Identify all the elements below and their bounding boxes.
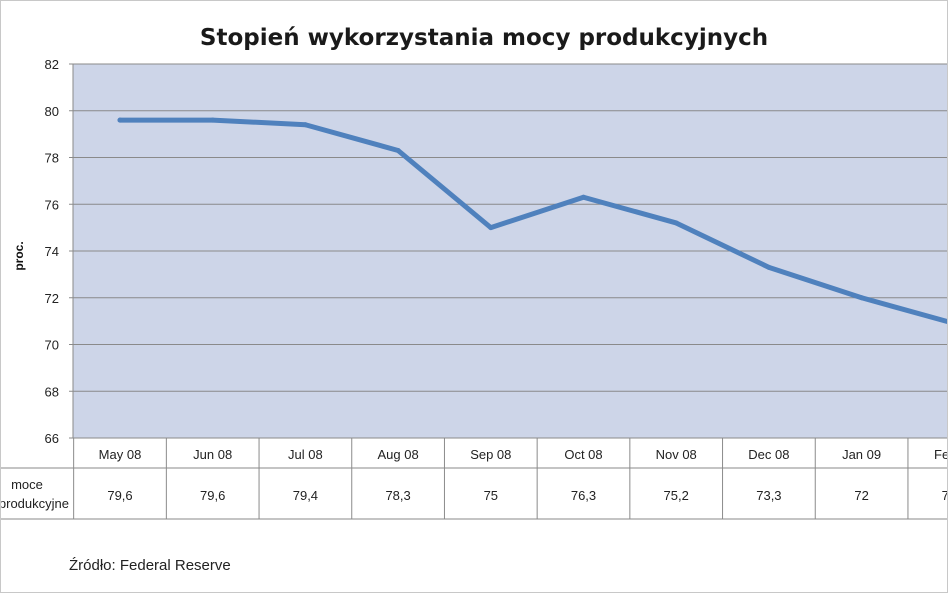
y-tick-label: 78 bbox=[45, 151, 59, 166]
data-label: 73,3 bbox=[756, 488, 781, 503]
table-row-label: moce bbox=[11, 477, 43, 492]
data-label: 79,6 bbox=[200, 488, 225, 503]
data-point bbox=[117, 117, 123, 123]
x-tick-label: Aug 08 bbox=[377, 447, 418, 462]
data-point bbox=[302, 122, 308, 128]
x-tick-label: Jun 08 bbox=[193, 447, 232, 462]
data-label: 79,6 bbox=[107, 488, 132, 503]
x-tick-label: Dec 08 bbox=[748, 447, 789, 462]
data-point bbox=[673, 220, 679, 226]
data-point bbox=[581, 194, 586, 200]
data-label: 75,2 bbox=[664, 488, 689, 503]
x-tick-label: Oct 08 bbox=[564, 447, 602, 462]
data-label: 75 bbox=[484, 488, 498, 503]
data-label: 70,9 bbox=[942, 488, 948, 503]
series-line-moce-produkcyjne bbox=[117, 117, 947, 325]
y-tick-label: 76 bbox=[45, 197, 59, 212]
data-point bbox=[488, 225, 494, 231]
source-note: Źródło: Federal Reserve bbox=[69, 557, 231, 574]
y-tick-label: 70 bbox=[45, 338, 59, 353]
y-axis-label: proc. bbox=[12, 241, 26, 270]
y-tick-label: 74 bbox=[45, 244, 59, 259]
table-row-label: produkcyjne bbox=[1, 496, 69, 511]
data-point bbox=[859, 295, 865, 301]
data-label: 79,4 bbox=[293, 488, 318, 503]
chart-title: Stopień wykorzystania mocy produkcyjnych bbox=[200, 25, 768, 51]
y-tick-label: 66 bbox=[45, 431, 59, 446]
y-tick-label: 82 bbox=[45, 57, 59, 72]
x-tick-label: May 08 bbox=[99, 447, 142, 462]
y-tick-label: 80 bbox=[45, 104, 59, 119]
y-tick-label: 72 bbox=[45, 291, 59, 306]
x-tick-label: Feb 09 bbox=[934, 447, 948, 462]
data-point bbox=[210, 117, 216, 123]
y-tick-label: 68 bbox=[45, 384, 59, 399]
x-tick-label: Jul 08 bbox=[288, 447, 323, 462]
data-point bbox=[395, 147, 401, 153]
data-label: 78,3 bbox=[385, 488, 410, 503]
data-point bbox=[766, 264, 772, 270]
data-label: 76,3 bbox=[571, 488, 596, 503]
x-tick-label: Nov 08 bbox=[656, 447, 697, 462]
data-label: 72 bbox=[854, 488, 868, 503]
x-tick-label: Sep 08 bbox=[470, 447, 511, 462]
x-tick-label: Jan 09 bbox=[842, 447, 881, 462]
